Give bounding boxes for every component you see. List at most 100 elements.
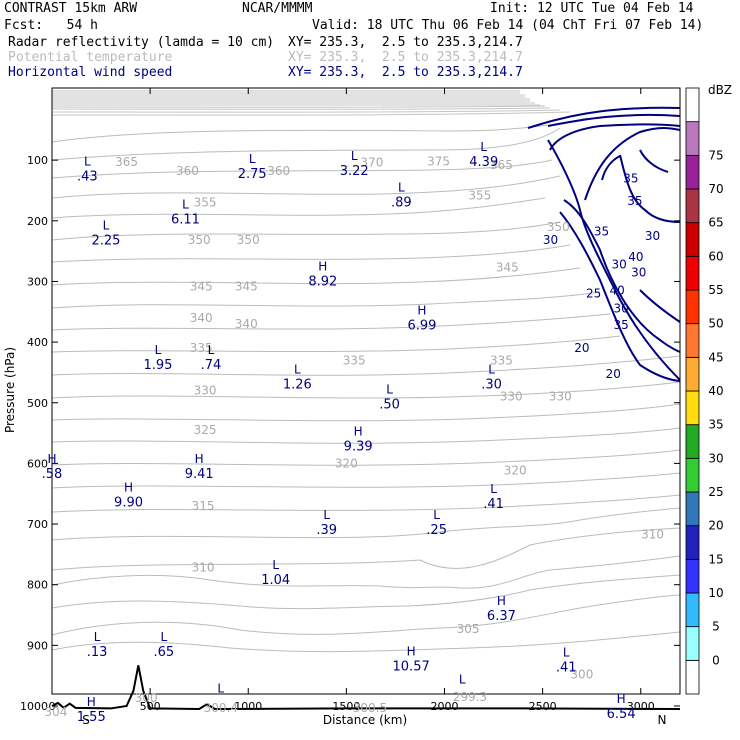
theta-contour-label: 305 [457,622,480,636]
theta-contour-label: 345 [190,279,213,293]
wind-contour-label: 35 [594,225,609,239]
extremum-value: .58 [42,467,63,482]
extremum-value: 2.25 [91,234,120,249]
colorbar-level-label: 15 [708,552,723,566]
x-tick-label: 1000 [234,700,262,713]
low-marker: L [351,149,358,163]
colorbar-swatch [685,626,700,661]
high-marker: H [354,424,363,438]
colorbar-swatch [685,356,700,392]
high-marker: H [47,452,56,466]
extremum-value: .43 [77,169,98,184]
theta-contour-label: 350 [188,233,211,247]
extremum-value: .50 [379,397,400,412]
y-tick-label: 1000 [20,700,48,713]
extremum-value: .74 [201,358,222,373]
extremum-value: 2.75 [238,167,267,182]
extremum-value: 9.41 [185,467,214,482]
low-marker: L [217,681,224,695]
extremum-value: .25 [426,523,447,538]
x-tick-label: 2000 [431,700,459,713]
y-tick-label: 200 [27,215,48,228]
colorbar-swatch [685,289,700,325]
theta-contour-label: 345 [235,279,258,293]
extrema-labels: L.43L2.75L3.22L4.39L.89L6.11L2.25H8.92H6… [42,140,636,725]
x-axis-left-end-label: S [82,713,90,727]
y-axis-ticks: 100 200 300 400 500 600 700 800 900 1000 [20,154,680,713]
low-marker: L [323,508,330,522]
theta-dense-band [51,90,571,116]
extremum-value: 1.95 [143,358,172,373]
extremum-value: 8.92 [308,274,337,289]
theta-contour-label: 345 [496,261,519,275]
low-marker: L [161,630,168,644]
theta-contour-label: 330 [500,390,523,404]
low-marker: L [155,343,162,357]
valid-time: Valid: 18 UTC Thu 06 Feb 14 (04 ChT Fri … [312,18,704,33]
high-marker: H [124,481,133,495]
colorbar-level-label: 40 [708,384,723,398]
colorbar-level-label: 30 [708,451,723,465]
colorbar-level-label: 50 [708,317,723,331]
y-tick-label: 500 [27,397,48,410]
colorbar-swatch [685,188,700,224]
low-marker: L [272,558,279,572]
terrain-profile [51,665,681,711]
theta-contours [51,117,681,653]
theta-contour-label: 365 [115,155,138,169]
init-time: Init: 12 UTC Tue 04 Feb 14 [490,1,694,16]
colorbar-level-label: 35 [708,418,723,432]
wind-contour-label: 30 [612,257,627,271]
theta-contour-label: 320 [335,456,358,470]
colorbar-swatch [685,558,700,594]
colorbar-swatch [685,457,700,493]
theta-contour-label: 335 [490,353,513,367]
extremum-value: .39 [316,523,337,538]
y-tick-label: 600 [27,457,48,470]
colorbar-swatch [685,424,700,459]
wind-contour-label: 35 [623,171,638,185]
wind-contour-label: 30 [543,233,558,247]
extremum-value: 1.04 [261,573,290,588]
field-name-reflectivity: Radar reflectivity (lamda = 10 cm) [8,35,275,50]
extremum-value: .30 [481,377,502,392]
high-marker: H [195,452,204,466]
plot-frame [51,87,681,695]
wind-contour-label: 30 [613,302,628,316]
colorbar-swatch [685,255,700,291]
theta-contour-label: 320 [504,464,527,478]
extremum-value: 3.22 [340,164,369,179]
wind-contour-label: 40 [628,250,643,264]
field-xy-theta: XY= 235.3, 2.5 to 235.3,214.7 [288,50,523,65]
extremum-value: 6.37 [487,609,516,624]
extremum-value: 9.39 [344,439,373,454]
colorbar-level-label: 70 [708,182,723,196]
theta-contour-label: 300 [570,667,593,681]
theta-contour-label: 325 [194,423,217,437]
low-marker: L [94,630,101,644]
extremum-value: 9.90 [114,496,143,511]
wind-contour-label: 40 [610,284,625,298]
x-axis-ticks: 050010001500200025003000 [49,88,655,713]
low-marker: L [294,362,301,376]
extremum-value: 1.55 [77,710,106,725]
colorbar-swatch [685,491,700,527]
theta-contour-label: 350 [237,233,260,247]
colorbar-level-label: 0 [712,653,720,667]
extremum-value: 6.11 [171,212,200,227]
colorbar-swatch [685,323,700,358]
low-marker: L [103,219,110,233]
wind-contour-label: 35 [613,318,628,332]
low-marker: L [249,152,256,166]
theta-contour-label: 300 [135,691,158,705]
colorbar-level-label: 45 [708,350,723,364]
colorbar-level-label: 75 [708,148,723,162]
model-title: CONTRAST 15km ARW [4,1,138,16]
y-axis-label: Pressure (hPa) [3,347,17,433]
theta-contour-label: 340 [190,311,213,325]
colorbar-title: dBZ [708,83,732,97]
theta-contour-label: 360 [267,164,290,178]
field-xy-reflectivity: XY= 235.3, 2.5 to 235.3,214.7 [288,35,523,50]
high-marker: H [497,594,506,608]
